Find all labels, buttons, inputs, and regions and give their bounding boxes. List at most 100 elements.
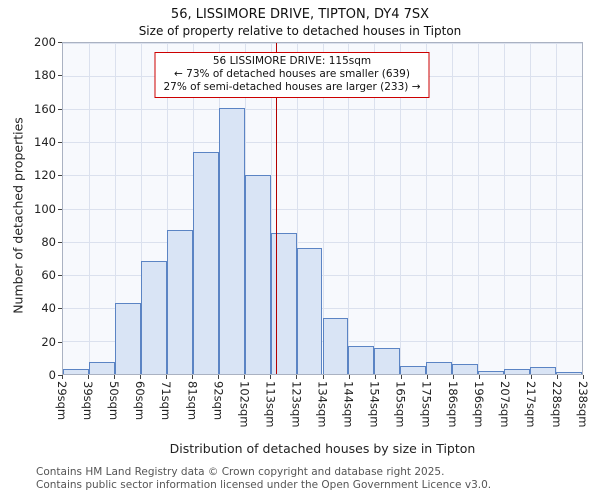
x-tick-label: 228sqm <box>549 381 564 428</box>
footer-line-1: Contains HM Land Registry data © Crown c… <box>36 466 445 478</box>
histogram-bar <box>270 233 297 374</box>
histogram-bar <box>296 248 323 374</box>
x-tick-label: 175sqm <box>419 381 434 428</box>
histogram-bar <box>556 372 582 374</box>
x-tick-mark <box>62 375 63 379</box>
y-tick-mark <box>58 241 62 243</box>
x-tick-label: 60sqm <box>133 381 148 421</box>
grid-line-vertical <box>478 43 480 374</box>
x-tick-mark <box>322 375 324 379</box>
histogram-bar <box>192 152 219 374</box>
histogram-bar <box>166 230 193 374</box>
x-tick-mark <box>504 375 506 379</box>
x-tick-mark <box>270 375 272 379</box>
annotation-line-3: 27% of semi-detached houses are larger (… <box>163 81 421 93</box>
grid-line-vertical <box>530 43 532 374</box>
y-tick-mark <box>58 42 62 43</box>
y-tick-mark <box>58 341 62 343</box>
grid-line-vertical <box>504 43 506 374</box>
chart-title: 56, LISSIMORE DRIVE, TIPTON, DY4 7SX <box>170 7 430 22</box>
y-tick-label: 80 <box>41 234 56 249</box>
x-tick-mark <box>218 375 220 379</box>
y-axis-label: Number of detached properties <box>10 117 26 314</box>
y-tick-mark <box>58 375 62 376</box>
histogram-bar <box>63 369 89 374</box>
annotation-line-1: 56 LISSIMORE DRIVE: 115sqm <box>212 55 372 67</box>
histogram-bar <box>244 175 271 374</box>
y-tick-label: 0 <box>48 368 56 382</box>
y-tick-label: 20 <box>41 334 56 349</box>
x-tick-mark <box>400 375 402 379</box>
grid-line-vertical <box>114 43 116 374</box>
x-tick-mark <box>556 375 558 379</box>
annotation-line-2: ← 73% of detached houses are smaller (63… <box>174 68 410 80</box>
annotation-box: 56 LISSIMORE DRIVE: 115sqm ← 73% of deta… <box>154 52 430 98</box>
histogram-bar <box>348 345 375 374</box>
x-tick-label: 102sqm <box>237 381 252 428</box>
x-tick-label: 154sqm <box>367 381 382 428</box>
grid-line-vertical <box>400 43 402 374</box>
y-tick-label: 100 <box>34 201 56 216</box>
x-tick-mark <box>426 375 428 379</box>
grid-line-vertical <box>348 43 350 374</box>
x-tick-label: 196sqm <box>471 381 486 428</box>
x-tick-mark <box>452 375 454 379</box>
histogram-bar <box>426 362 453 374</box>
histogram-bar <box>322 317 349 374</box>
x-tick-mark <box>140 375 142 379</box>
x-tick-label: 134sqm <box>315 381 330 428</box>
grid-line-vertical <box>296 43 298 374</box>
histogram-bar <box>140 261 167 374</box>
x-tick-mark <box>296 375 298 379</box>
grid-line-vertical <box>452 43 454 374</box>
x-tick-mark <box>166 375 168 379</box>
grid-line-vertical <box>426 43 428 374</box>
y-tick-label: 200 <box>34 35 56 49</box>
grid-line-vertical <box>556 43 558 374</box>
y-tick-label: 120 <box>34 168 56 183</box>
x-tick-label: 186sqm <box>445 381 460 428</box>
grid-line-vertical <box>140 43 142 374</box>
x-tick-mark <box>530 375 532 379</box>
x-tick-mark <box>88 375 90 379</box>
x-tick-label: 217sqm <box>523 381 538 428</box>
x-tick-mark <box>192 375 194 379</box>
histogram-bar <box>530 367 557 374</box>
y-tick-mark <box>58 175 62 177</box>
y-tick-label: 40 <box>41 301 56 316</box>
x-tick-label: 165sqm <box>393 381 408 428</box>
x-tick-label: 238sqm <box>576 381 590 428</box>
x-tick-label: 144sqm <box>341 381 356 428</box>
grid-line-vertical <box>88 43 90 374</box>
y-tick-mark <box>58 141 62 143</box>
y-tick-mark <box>58 308 62 310</box>
x-axis-label: Distribution of detached houses by size … <box>169 441 476 456</box>
y-tick-label: 140 <box>34 134 56 149</box>
x-tick-label: 29sqm <box>55 381 69 421</box>
x-tick-mark <box>114 375 116 379</box>
histogram-bar <box>218 107 245 374</box>
x-tick-label: 50sqm <box>107 381 122 421</box>
marker-line <box>275 43 278 374</box>
x-tick-mark <box>583 375 584 379</box>
y-tick-label: 160 <box>34 101 56 116</box>
x-tick-mark <box>374 375 376 379</box>
grid-line-vertical <box>374 43 376 374</box>
grid-line-vertical <box>270 43 272 374</box>
footer-line-2: Contains public sector information licen… <box>36 479 492 491</box>
x-tick-label: 81sqm <box>185 381 200 421</box>
x-tick-label: 39sqm <box>81 381 96 421</box>
histogram-bar <box>88 362 115 374</box>
histogram-bar <box>452 364 479 374</box>
x-tick-mark <box>348 375 350 379</box>
y-tick-label: 180 <box>34 68 56 83</box>
grid-line-vertical <box>166 43 168 374</box>
y-tick-mark <box>58 108 62 110</box>
histogram-bar <box>478 370 505 374</box>
x-tick-label: 71sqm <box>159 381 174 421</box>
x-tick-label: 123sqm <box>289 381 304 428</box>
histogram-bar <box>114 302 141 374</box>
y-tick-mark <box>58 208 62 210</box>
chart-subtitle: Size of property relative to detached ho… <box>138 24 462 38</box>
